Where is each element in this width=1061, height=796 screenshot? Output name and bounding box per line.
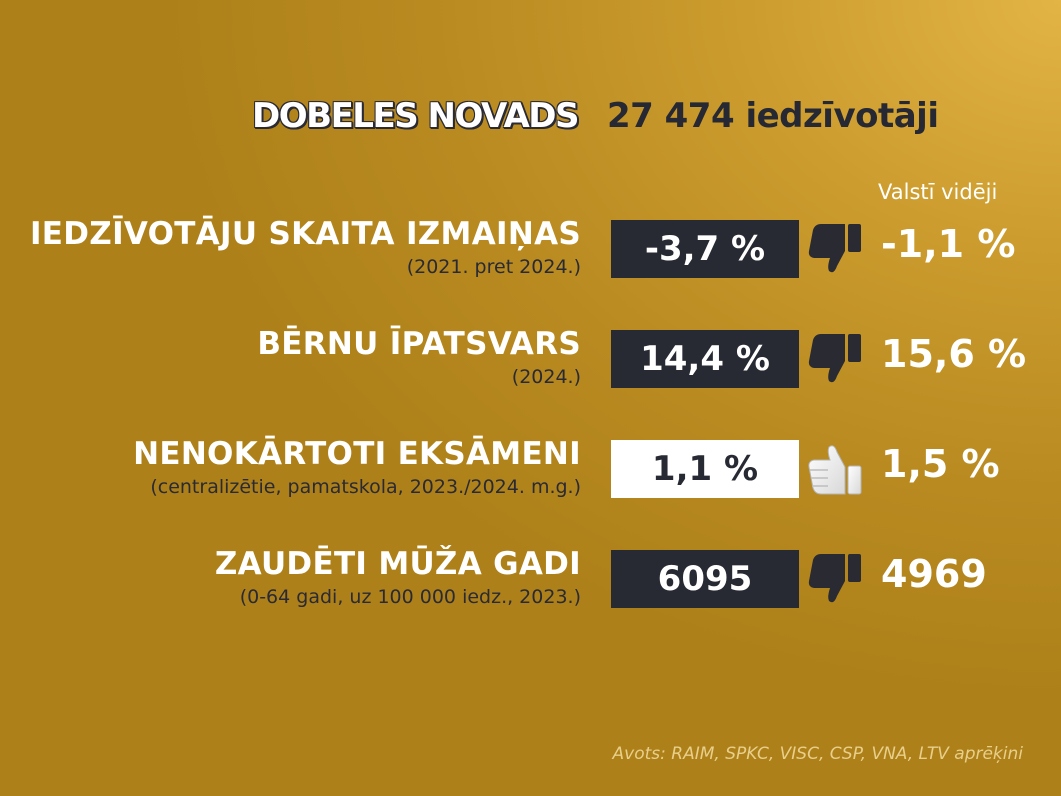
national-value: -1,1 % [881, 222, 1016, 266]
indicator-title: BĒRNU ĪPATSVARS [257, 326, 581, 362]
national-value: 15,6 % [881, 332, 1027, 376]
indicator-title: NENOKĀRTOTI EKSĀMENI [133, 436, 581, 472]
national-average-label: Valstī vidēji [878, 180, 998, 204]
indicator-row-children-share: BĒRNU ĪPATSVARS (2024.) 14,4 % 15,6 % [0, 326, 1061, 388]
indicator-title: ZAUDĒTI MŪŽA GADI [214, 546, 581, 582]
indicator-subtitle: (2021. pret 2024.) [406, 256, 581, 278]
indicator-value: 14,4 % [611, 330, 799, 388]
indicator-row-population-change: IEDZĪVOTĀJU SKAITA IZMAIŅAS (2021. pret … [0, 216, 1061, 278]
thumbs-down-icon [808, 224, 861, 273]
population-count: 27 474 iedzīvotāji [607, 96, 939, 136]
thumbs-up-icon [808, 445, 862, 495]
indicator-value: -3,7 % [611, 220, 799, 278]
indicator-title: IEDZĪVOTĀJU SKAITA IZMAIŅAS [29, 216, 581, 252]
indicator-subtitle: (2024.) [511, 366, 581, 388]
indicator-subtitle: (centralizētie, pamatskola, 2023./2024. … [150, 476, 581, 498]
region-name: DOBELES NOVADS [252, 96, 579, 136]
indicator-value: 1,1 % [611, 440, 799, 498]
national-value: 1,5 % [881, 442, 1000, 486]
source-note: Avots: RAIM, SPKC, VISC, CSP, VNA, LTV a… [612, 744, 1023, 764]
indicator-row-lost-life-years: ZAUDĒTI MŪŽA GADI (0-64 gadi, uz 100 000… [0, 546, 1061, 608]
indicator-row-failed-exams: NENOKĀRTOTI EKSĀMENI (centralizētie, pam… [0, 436, 1061, 498]
thumbs-down-icon [808, 554, 861, 603]
thumbs-down-icon [808, 334, 861, 383]
national-value: 4969 [881, 552, 987, 596]
indicator-subtitle: (0-64 gadi, uz 100 000 iedz., 2023.) [239, 586, 581, 608]
indicator-value: 6095 [611, 550, 799, 608]
header: DOBELES NOVADS 27 474 iedzīvotāji [0, 96, 1061, 140]
